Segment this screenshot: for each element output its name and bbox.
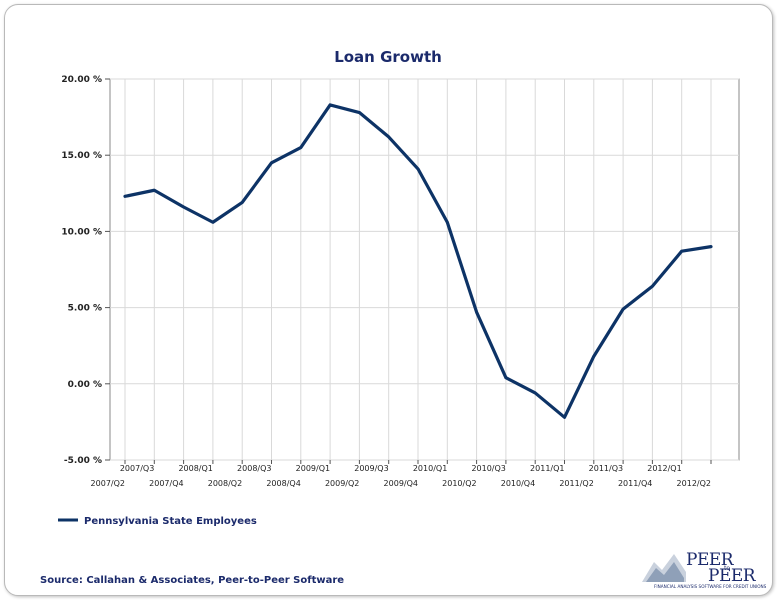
- source-note: Source: Callahan & Associates, Peer-to-P…: [40, 575, 345, 586]
- x-tick-label: 2009/Q4: [384, 479, 418, 488]
- y-tick-label: 5.00 %: [68, 304, 102, 314]
- x-tick-label: 2009/Q2: [325, 479, 359, 488]
- x-tick-label: 2012/Q2: [677, 479, 711, 488]
- y-tick-label: 0.00 %: [68, 380, 102, 390]
- logo-mountain-inner: [646, 562, 684, 582]
- logo-tagline: FINANCIAL ANALYSIS SOFTWARE FOR CREDIT U…: [654, 584, 767, 589]
- x-tick-label: 2011/Q2: [559, 479, 593, 488]
- y-tick-label: 20.00 %: [61, 75, 102, 85]
- series-lines: [123, 103, 713, 419]
- x-tick-label: 2007/Q3: [120, 464, 154, 473]
- logo-word-bottom: PEER: [708, 566, 757, 586]
- x-tick-label: 2010/Q4: [501, 479, 535, 488]
- horizontal-gridlines: [110, 78, 739, 461]
- x-tick-label: 2011/Q4: [618, 479, 652, 488]
- chart-title: Loan Growth: [334, 48, 442, 66]
- logo-word-to: to: [724, 565, 730, 572]
- y-axis-ticks: -5.00 % 0.00 % 5.00 % 10.00 % 15.00 % 20.00 %: [61, 75, 110, 466]
- x-tick-label: 2011/Q3: [589, 464, 623, 473]
- x-tick-label: 2009/Q3: [354, 464, 388, 473]
- x-tick-label: 2011/Q1: [530, 464, 564, 473]
- plot-area: [109, 78, 740, 461]
- x-tick-label: 2010/Q3: [471, 464, 505, 473]
- vertical-gridlines: [124, 79, 712, 460]
- x-tick-label: 2010/Q2: [442, 479, 476, 488]
- x-tick-label: 2012/Q1: [647, 464, 681, 473]
- y-tick-label: 10.00 %: [61, 227, 102, 237]
- plot-border: [109, 78, 740, 461]
- x-tick-label: 2009/Q1: [296, 464, 330, 473]
- y-tick-label: 15.00 %: [61, 151, 102, 161]
- x-tick-label: 2008/Q1: [178, 464, 212, 473]
- x-tick-label: 2008/Q4: [266, 479, 300, 488]
- x-axis-ticks: 2007/Q2 2007/Q3 2007/Q4 2008/Q1 2008/Q2 2008/…: [91, 460, 712, 488]
- x-tick-label: 2007/Q2: [91, 479, 125, 488]
- legend-label: Pennsylvania State Employees: [84, 516, 257, 527]
- peer-to-peer-logo: PEER to PEER FINANCIAL ANALYSIS SOFTWARE…: [642, 550, 767, 589]
- x-tick-label: 2008/Q3: [237, 464, 271, 473]
- x-tick-label: 2007/Q4: [149, 479, 183, 488]
- legend: Pennsylvania State Employees: [58, 516, 257, 527]
- x-tick-label: 2010/Q1: [413, 464, 447, 473]
- x-tick-label: 2008/Q2: [208, 479, 242, 488]
- logo-word-top: PEER: [686, 550, 735, 570]
- y-tick-label: -5.00 %: [64, 456, 102, 466]
